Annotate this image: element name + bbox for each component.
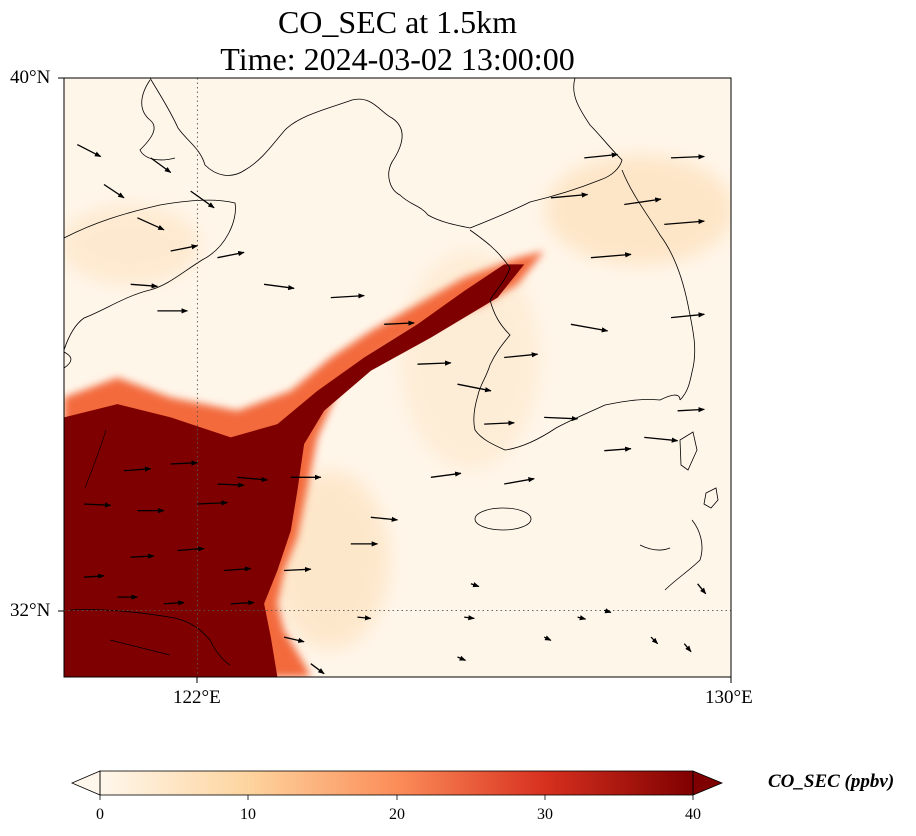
wind-vector-35 [123, 466, 152, 472]
wind-vector-2 [150, 157, 172, 174]
colorbar-gradient [100, 771, 693, 795]
wind-vector-38 [197, 500, 229, 506]
korea-east-coast [621, 169, 696, 401]
wind-vector-22 [670, 312, 705, 319]
co-plume-core [64, 264, 525, 677]
wind-vector-56 [604, 608, 612, 614]
wind-vector-52 [577, 615, 587, 621]
colorbar-frame [99, 770, 694, 796]
cb-ticklabel-10: 10 [240, 806, 256, 823]
yangtze-coast [69, 609, 231, 666]
cb-ticklabel-30: 30 [537, 806, 553, 823]
wind-vector-10 [330, 293, 365, 299]
wind-vector-21 [664, 218, 705, 226]
korea-west-south-coast [469, 229, 681, 451]
north-korea-coast [469, 78, 623, 229]
wind-vector-30 [370, 516, 399, 522]
wind-vector-14 [504, 352, 539, 359]
coastlines [64, 78, 719, 666]
wind-vector-53 [650, 636, 659, 645]
shandong-coast [64, 199, 236, 351]
colorbar-extend-max [692, 770, 724, 796]
wind-vector-45 [164, 600, 185, 606]
wind-vector-11 [384, 320, 415, 326]
colorbar-extend-min [70, 770, 101, 796]
wind-vector-28 [504, 477, 535, 485]
lon-label-122E: 122°E [173, 687, 221, 708]
wind-vector-26 [544, 415, 579, 422]
plot-title-line1: CO_SEC at 1.5km [277, 4, 518, 40]
wind-vectors [77, 144, 707, 675]
liaodong-west-coast [139, 79, 176, 161]
wind-vector-5 [170, 244, 199, 252]
wind-vector-57 [310, 663, 325, 675]
wind-vector-19 [670, 154, 705, 160]
colorbar [70, 770, 724, 800]
wind-vector-43 [284, 566, 312, 573]
wind-vector-23 [677, 407, 705, 413]
wind-vector-58 [470, 582, 480, 588]
wind-vector-25 [484, 420, 515, 426]
wind-vector-50 [464, 615, 475, 621]
lon-label-130E: 130°E [705, 687, 753, 708]
liaodong-coast [149, 78, 471, 229]
wind-vector-59 [457, 655, 467, 661]
kyushu-coast [639, 487, 719, 591]
wind-vector-29 [430, 471, 462, 478]
wind-vector-24 [644, 436, 679, 443]
wind-vector-0 [77, 144, 102, 158]
cb-ticklabel-20: 20 [389, 806, 405, 823]
map-frame [63, 77, 732, 678]
cb-ticklabel-0: 0 [96, 806, 104, 823]
wind-vector-48 [283, 636, 305, 643]
wind-vector-13 [457, 383, 492, 393]
wind-vector-49 [357, 615, 372, 621]
wind-vector-39 [217, 482, 245, 488]
wind-vector-17 [550, 192, 589, 199]
wind-vector-16 [590, 252, 632, 259]
wind-vector-46 [83, 573, 105, 579]
wind-vector-41 [177, 546, 205, 552]
inland-river [84, 429, 107, 489]
wind-vector-27 [604, 446, 632, 452]
wind-vector-54 [697, 583, 707, 595]
jeju-island [474, 507, 532, 531]
colorbar-label: CO_SEC (ppbv) [768, 771, 895, 792]
lat-label-32N: 32°N [10, 600, 51, 621]
wind-vector-20 [624, 197, 662, 206]
wind-vector-1 [103, 183, 125, 199]
cb-ticklabel-40: 40 [685, 806, 701, 823]
wind-vector-3 [190, 190, 215, 209]
wind-vector-7 [264, 283, 295, 291]
wind-vector-8 [130, 283, 159, 289]
wind-vector-6 [217, 250, 245, 259]
tsushima-island [679, 431, 698, 471]
gridlines [64, 78, 731, 677]
wind-vector-15 [570, 323, 609, 333]
jiangsu-coast [64, 351, 72, 369]
wind-vector-18 [584, 152, 619, 159]
map-area [64, 78, 731, 677]
wind-vector-42 [224, 566, 252, 572]
lat-label-40N: 40°N [10, 67, 51, 88]
wind-vector-55 [683, 643, 692, 653]
wind-vector-34 [170, 460, 199, 466]
wind-vector-33 [237, 476, 269, 483]
wind-vector-36 [83, 502, 112, 508]
wind-vector-40 [130, 553, 155, 559]
plot-title-line2: Time: 2024-03-02 13:00:00 [220, 41, 575, 77]
wind-vector-44 [230, 600, 255, 606]
wind-vector-51 [543, 635, 552, 641]
wind-vector-4 [137, 217, 165, 231]
wind-vector-12 [417, 360, 452, 366]
